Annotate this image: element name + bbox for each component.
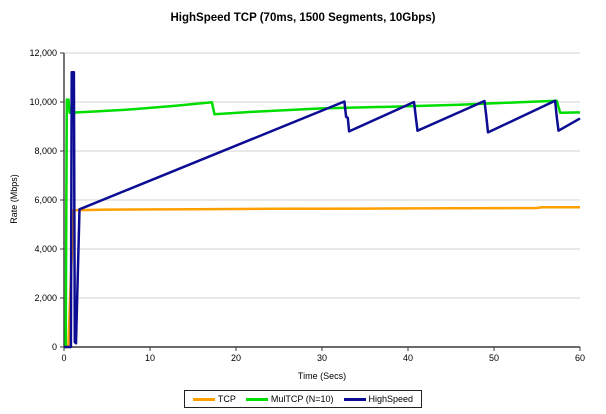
- chart-title: HighSpeed TCP (70ms, 1500 Segments, 10Gb…: [170, 12, 436, 24]
- y-tick-label: 8,000: [34, 146, 57, 156]
- legend-label-tcp: TCP: [217, 394, 236, 404]
- legend: TCP MulTCP (N=10) HighSpeed: [0, 390, 606, 408]
- y-tick-label: 10,000: [29, 97, 57, 107]
- x-tick-label: 0: [61, 353, 66, 363]
- multcp-line-swatch: [245, 397, 268, 401]
- y-tick-label: 12,000: [29, 48, 57, 58]
- tcp-line-swatch: [192, 397, 215, 401]
- x-tick-label: 20: [231, 353, 241, 363]
- y-tick-label: 4,000: [34, 244, 57, 254]
- series-line-multcp-n-10: [64, 98, 581, 349]
- x-tick-label: 40: [403, 353, 413, 363]
- y-tick-label: 6,000: [34, 195, 57, 205]
- legend-item-multcp: MulTCP (N=10): [245, 394, 334, 404]
- highspeed-line-swatch: [343, 397, 366, 401]
- y-tick-label: 2,000: [34, 293, 57, 303]
- x-tick-label: 50: [489, 353, 499, 363]
- legend-box: TCP MulTCP (N=10) HighSpeed: [183, 390, 423, 408]
- x-tick-label: 10: [145, 353, 155, 363]
- x-tick-label: 30: [317, 353, 327, 363]
- legend-label-multcp: MulTCP (N=10): [270, 394, 334, 404]
- legend-label-highspeed: HighSpeed: [368, 394, 414, 404]
- x-tick-label: 60: [575, 353, 585, 363]
- x-axis-title: Time (Secs): [297, 371, 347, 381]
- y-tick-label: 0: [52, 342, 57, 352]
- legend-item-highspeed: HighSpeed: [343, 394, 414, 404]
- series-line-highspeed: [64, 70, 581, 349]
- y-axis-title: Rate (Mbps): [9, 174, 19, 224]
- legend-item-tcp: TCP: [192, 394, 236, 404]
- series-line-tcp: [64, 205, 581, 349]
